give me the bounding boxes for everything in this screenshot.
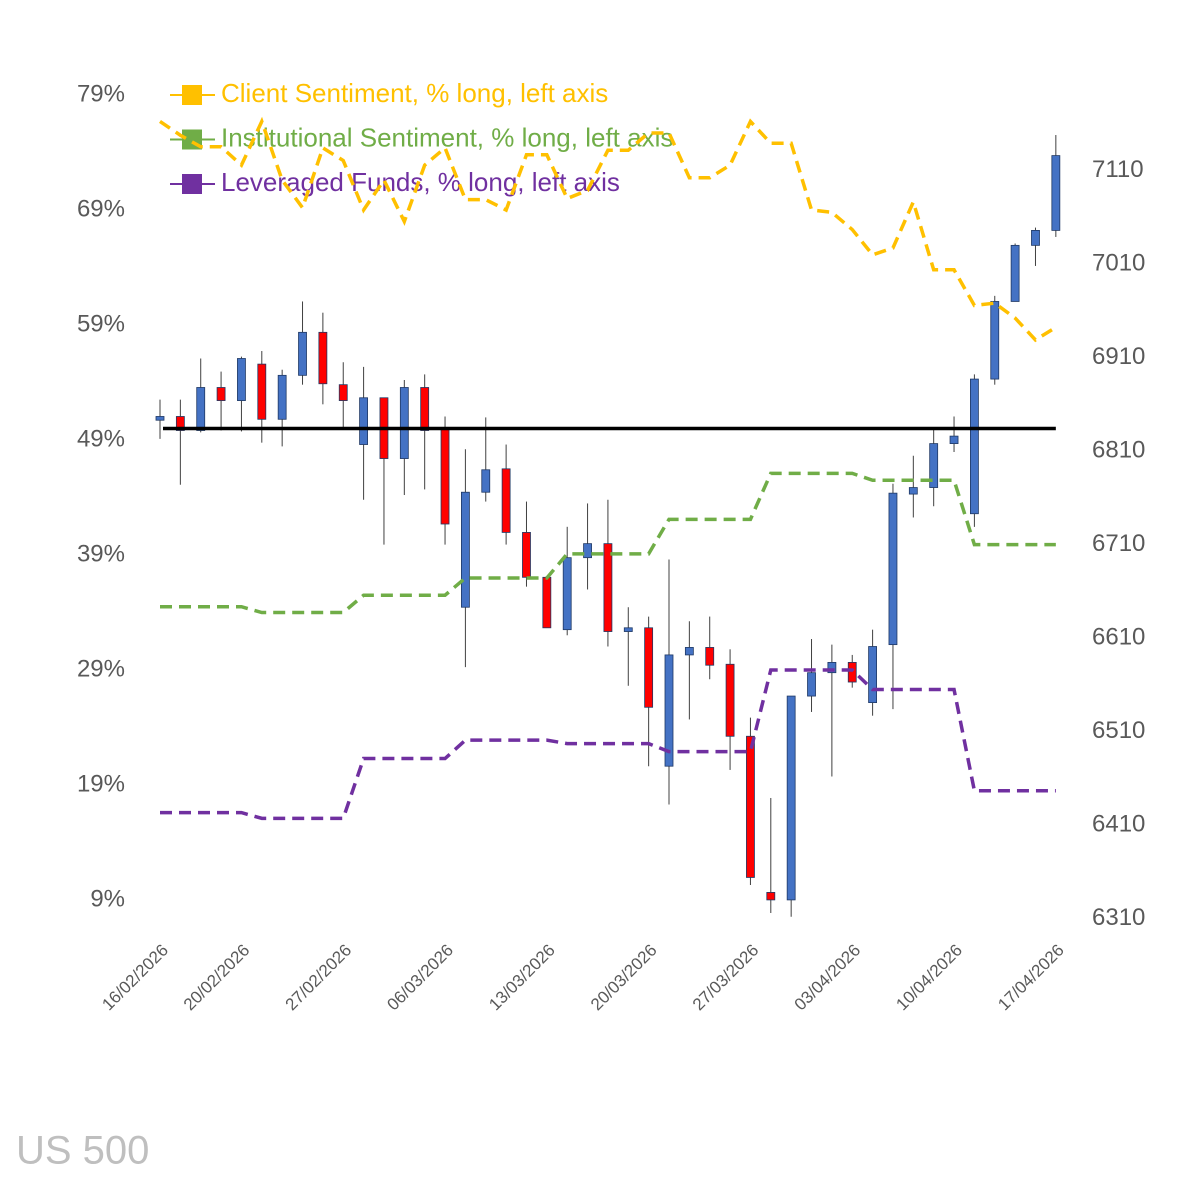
x-tick-label: 17/04/2026 xyxy=(994,941,1068,1015)
legend-marker xyxy=(182,85,202,105)
legend-marker xyxy=(182,174,202,194)
x-tick-label: 27/02/2026 xyxy=(282,941,356,1015)
candle-body xyxy=(175,416,185,431)
candle-body xyxy=(970,378,979,515)
candle-body xyxy=(562,557,572,631)
candle-body xyxy=(237,358,246,401)
candle-body xyxy=(460,491,470,608)
y-tick-label: 29% xyxy=(77,655,125,682)
x-tick-label: 27/03/2026 xyxy=(689,941,763,1015)
candle-body xyxy=(257,363,267,420)
candle-body xyxy=(684,647,694,656)
candle-body xyxy=(705,647,715,666)
candle-body xyxy=(1051,155,1061,231)
candle-body xyxy=(440,429,450,525)
x-tick-label: 10/04/2026 xyxy=(892,941,966,1015)
candle-body xyxy=(827,661,837,674)
sentiment-line xyxy=(159,116,1057,343)
candle-body xyxy=(603,543,613,632)
y2-tick-label: 6710 xyxy=(1092,530,1145,557)
candle-body xyxy=(216,387,226,401)
candle-body xyxy=(1010,244,1020,302)
y2-tick-label: 7010 xyxy=(1092,249,1145,276)
candle-body xyxy=(949,435,959,444)
candle-body xyxy=(623,627,633,632)
candle-body xyxy=(990,301,1000,380)
candle-body xyxy=(888,492,898,646)
y-tick-label: 79% xyxy=(77,80,125,107)
candle-body xyxy=(318,331,328,385)
y-tick-label: 39% xyxy=(77,540,125,567)
candle-body xyxy=(868,646,877,704)
candle-body xyxy=(786,695,796,901)
candle-body xyxy=(1031,230,1040,246)
legend-label: Institutional Sentiment, % long, left ax… xyxy=(221,122,673,152)
x-tick-label: 20/03/2026 xyxy=(587,941,661,1015)
candle-body xyxy=(583,543,592,559)
candle-body xyxy=(399,387,409,459)
y2-tick-label: 6510 xyxy=(1092,717,1145,744)
x-tick-label: 13/03/2026 xyxy=(485,941,559,1015)
x-tick-label: 20/02/2026 xyxy=(180,941,254,1015)
y2-tick-label: 6410 xyxy=(1092,810,1145,837)
candle-body xyxy=(420,387,430,431)
x-tick-label: 06/03/2026 xyxy=(383,941,457,1015)
candle-body xyxy=(277,374,287,420)
legend-label: Client Sentiment, % long, left axis xyxy=(221,78,608,108)
candle-body xyxy=(501,468,511,533)
candle-body xyxy=(725,663,735,737)
candle-body xyxy=(338,384,348,401)
y2-tick-label: 6610 xyxy=(1092,623,1145,650)
candle-body xyxy=(644,627,654,708)
candle-body xyxy=(542,576,552,629)
sentiment-line xyxy=(160,668,1056,821)
y-tick-label: 59% xyxy=(77,310,125,337)
y-tick-label: 49% xyxy=(77,425,125,452)
y2-tick-label: 7110 xyxy=(1092,156,1144,183)
candle-body xyxy=(522,532,531,578)
y2-tick-label: 6310 xyxy=(1092,904,1145,931)
y2-tick-label: 6810 xyxy=(1092,436,1145,463)
x-tick-label: 03/04/2026 xyxy=(791,941,865,1015)
candle-body xyxy=(807,672,816,697)
candle-body xyxy=(155,416,165,421)
sentiment-line xyxy=(160,471,1056,615)
candle-body xyxy=(929,443,939,488)
y-tick-label: 9% xyxy=(90,885,125,912)
candle-body xyxy=(847,661,857,683)
candle-body xyxy=(766,892,776,901)
candle-body xyxy=(196,387,206,431)
y-tick-label: 69% xyxy=(77,195,125,222)
x-tick-label: 16/02/2026 xyxy=(98,941,172,1015)
candle-body xyxy=(746,735,755,878)
y-tick-label: 19% xyxy=(77,770,125,797)
candle-body xyxy=(481,469,491,493)
candle-body xyxy=(359,397,369,445)
candle-body xyxy=(908,487,918,495)
chart-title: US 500 xyxy=(16,1129,149,1173)
candle-body xyxy=(298,331,307,376)
candle-body xyxy=(664,654,674,767)
y2-tick-label: 6910 xyxy=(1092,343,1145,370)
